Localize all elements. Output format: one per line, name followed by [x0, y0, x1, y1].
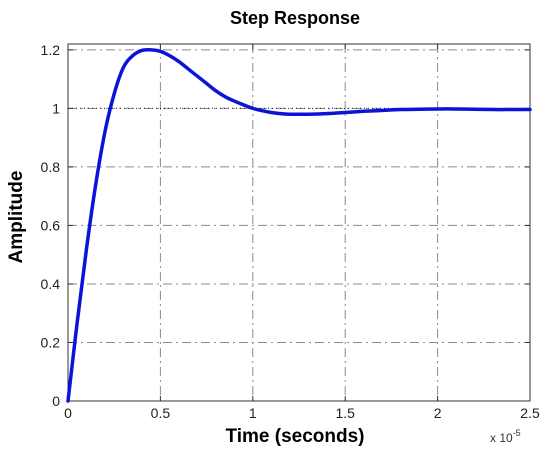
y-tick-label: 0.6	[41, 217, 61, 233]
y-tick-label: 0.8	[41, 159, 61, 175]
step-response-line	[66, 47, 532, 403]
chart-title: Step Response	[230, 8, 360, 28]
x-multiplier: x 10-5	[490, 428, 521, 445]
y-tick-label: 0.4	[41, 276, 61, 292]
grid	[68, 44, 530, 401]
x-axis-label: Time (seconds)	[225, 426, 364, 447]
x-tick-label: 0.5	[151, 405, 171, 421]
y-tick-label: 1.2	[41, 42, 61, 58]
plot-frame	[67, 43, 531, 402]
x-tick-label: 2	[434, 405, 442, 421]
y-axis-label: Amplitude	[6, 171, 27, 264]
series-layer	[66, 47, 532, 403]
y-tick-labels: 0 0.2 0.4 0.6 0.8 1 1.2	[41, 42, 61, 409]
x-tick-label: 2.5	[520, 405, 540, 421]
y-tick-label: 0	[52, 393, 60, 409]
x-tick-label: 0	[64, 405, 72, 421]
x-tick-label: 1.5	[335, 405, 355, 421]
y-tick-label: 0.2	[41, 334, 61, 350]
x-tick-labels: 0 0.5 1 1.5 2 2.5	[64, 405, 540, 421]
x-multiplier-exponent: -5	[513, 428, 521, 438]
tick-marks	[67, 44, 531, 402]
y-tick-label: 1	[52, 100, 60, 116]
x-tick-label: 1	[249, 405, 257, 421]
x-multiplier-base: x 10	[490, 431, 513, 445]
